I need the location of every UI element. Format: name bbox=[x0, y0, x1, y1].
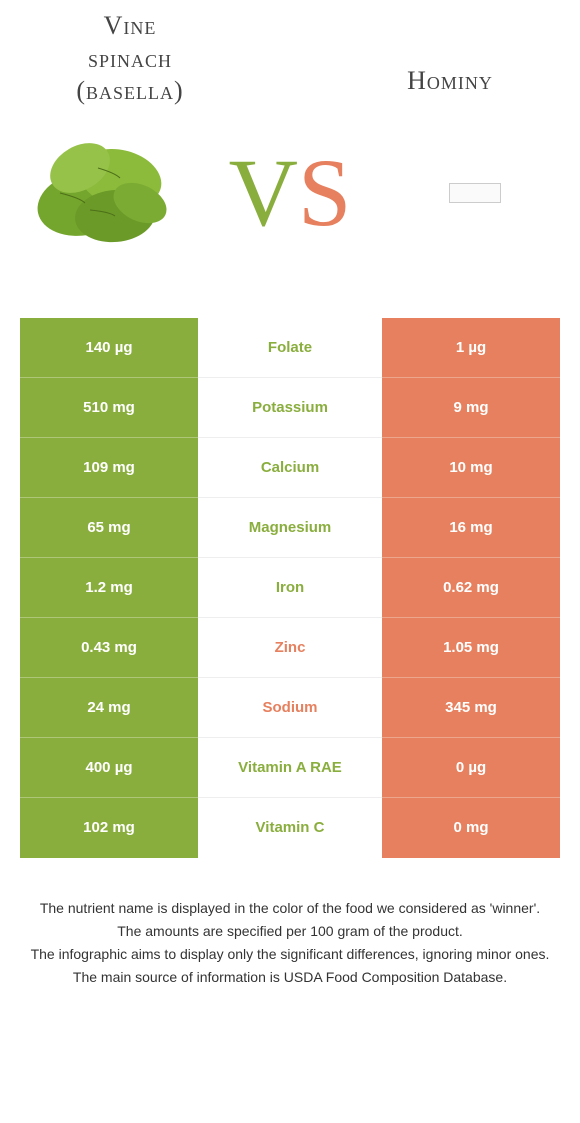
value-a: 65 mg bbox=[20, 498, 198, 558]
nutrient-name: Vitamin A RAE bbox=[198, 738, 382, 798]
value-a: 24 mg bbox=[20, 678, 198, 738]
table-row: 400 µgVitamin A RAE0 µg bbox=[20, 738, 560, 798]
food-a-title: Vine spinach (basella) bbox=[20, 10, 240, 108]
table-row: 109 mgCalcium10 mg bbox=[20, 438, 560, 498]
table-row: 102 mgVitamin C0 mg bbox=[20, 798, 560, 858]
header: Vine spinach (basella) Hominy bbox=[0, 0, 580, 108]
food-b-header: Hominy bbox=[340, 10, 560, 98]
footnote-line: The infographic aims to display only the… bbox=[20, 944, 560, 965]
value-a: 510 mg bbox=[20, 378, 198, 438]
food-b-title: Hominy bbox=[340, 65, 560, 98]
hominy-placeholder-icon bbox=[449, 183, 501, 203]
nutrient-name: Magnesium bbox=[198, 498, 382, 558]
vs-row: VS bbox=[0, 98, 580, 288]
value-b: 16 mg bbox=[382, 498, 560, 558]
value-a: 1.2 mg bbox=[20, 558, 198, 618]
nutrient-table: 140 µgFolate1 µg510 mgPotassium9 mg109 m… bbox=[20, 318, 560, 858]
footnote-line: The nutrient name is displayed in the co… bbox=[20, 898, 560, 919]
value-b: 9 mg bbox=[382, 378, 560, 438]
nutrient-name: Potassium bbox=[198, 378, 382, 438]
value-b: 345 mg bbox=[382, 678, 560, 738]
footnotes: The nutrient name is displayed in the co… bbox=[20, 898, 560, 988]
value-b: 0 mg bbox=[382, 798, 560, 858]
value-b: 1 µg bbox=[382, 318, 560, 378]
value-a: 140 µg bbox=[20, 318, 198, 378]
table-row: 1.2 mgIron0.62 mg bbox=[20, 558, 560, 618]
value-a: 0.43 mg bbox=[20, 618, 198, 678]
value-a: 102 mg bbox=[20, 798, 198, 858]
food-a-illustration bbox=[0, 98, 210, 288]
table-row: 24 mgSodium345 mg bbox=[20, 678, 560, 738]
table-row: 140 µgFolate1 µg bbox=[20, 318, 560, 378]
footnote-line: The amounts are specified per 100 gram o… bbox=[20, 921, 560, 942]
table-row: 65 mgMagnesium16 mg bbox=[20, 498, 560, 558]
food-b-illustration bbox=[370, 148, 580, 238]
nutrient-name: Iron bbox=[198, 558, 382, 618]
vs-label: VS bbox=[210, 145, 370, 241]
infographic-root: Vine spinach (basella) Hominy bbox=[0, 0, 580, 988]
nutrient-name: Sodium bbox=[198, 678, 382, 738]
nutrient-name: Folate bbox=[198, 318, 382, 378]
vs-v: V bbox=[229, 145, 298, 241]
food-a-title-line1: Vine bbox=[20, 10, 240, 43]
value-a: 109 mg bbox=[20, 438, 198, 498]
value-b: 10 mg bbox=[382, 438, 560, 498]
value-b: 0.62 mg bbox=[382, 558, 560, 618]
vs-s: S bbox=[298, 145, 351, 241]
nutrient-name: Vitamin C bbox=[198, 798, 382, 858]
spinach-icon bbox=[20, 108, 190, 278]
food-a-title-line2: spinach bbox=[20, 43, 240, 76]
value-b: 0 µg bbox=[382, 738, 560, 798]
food-a-header: Vine spinach (basella) bbox=[20, 10, 240, 108]
footnote-line: The main source of information is USDA F… bbox=[20, 967, 560, 988]
value-a: 400 µg bbox=[20, 738, 198, 798]
nutrient-name: Calcium bbox=[198, 438, 382, 498]
table-row: 0.43 mgZinc1.05 mg bbox=[20, 618, 560, 678]
food-b-title-text: Hominy bbox=[340, 65, 560, 98]
nutrient-name: Zinc bbox=[198, 618, 382, 678]
value-b: 1.05 mg bbox=[382, 618, 560, 678]
table-row: 510 mgPotassium9 mg bbox=[20, 378, 560, 438]
